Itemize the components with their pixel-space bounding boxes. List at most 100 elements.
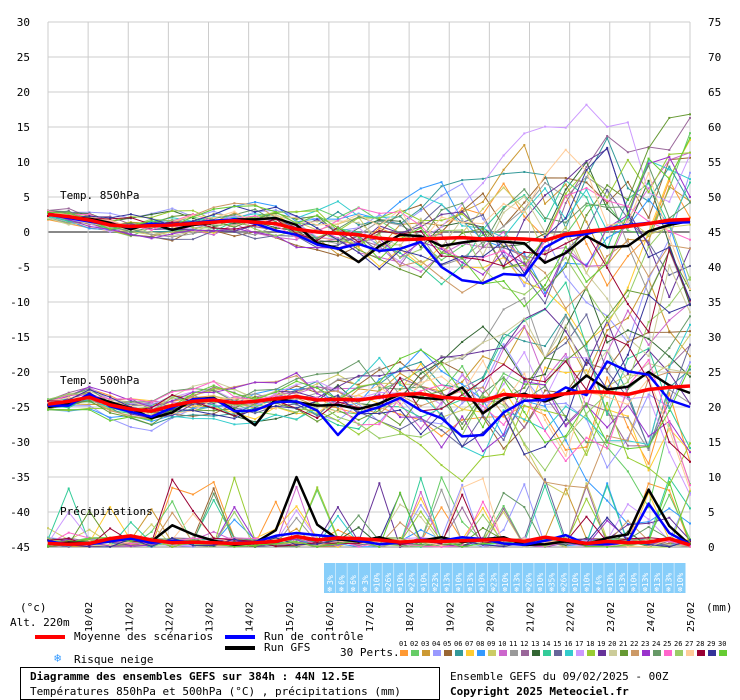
perturbation-point (647, 443, 650, 446)
perturbation-point (523, 201, 526, 204)
perturbation-swatch (565, 650, 573, 656)
perturbation-point (233, 235, 236, 238)
perturbation-point (357, 235, 360, 238)
perturbation-point (626, 381, 629, 384)
perturbation-point (129, 399, 132, 402)
perturbation-point (626, 255, 629, 258)
perturbation-point (668, 296, 671, 299)
perturbation-point (502, 447, 505, 450)
perturbation-point (440, 233, 443, 236)
perturbation-point (336, 222, 339, 225)
perturbation-point (647, 435, 650, 438)
perturbation-swatch (587, 650, 595, 656)
perturbation-point (606, 207, 609, 210)
perturbation-point (606, 255, 609, 258)
perturbation-point (233, 417, 236, 420)
perturbation-point (378, 218, 381, 221)
perturbation-point (440, 356, 443, 359)
footer-copyright: Copyright 2025 Meteociel.fr (450, 685, 629, 698)
perturbation-point (378, 246, 381, 249)
snow-risk-cell (347, 563, 359, 593)
perturbation-point (67, 212, 70, 215)
perturbation-point (502, 433, 505, 436)
perturbation-point (316, 239, 319, 242)
perturbation-point (171, 209, 174, 212)
section-label-t500: Temp. 500hPa (60, 374, 139, 387)
left-unit-label: (°c) (20, 601, 47, 614)
perturbation-21-line (47, 250, 691, 430)
perturbation-point (316, 207, 319, 210)
perturbation-point (336, 395, 339, 398)
perturbation-point (378, 227, 381, 230)
perturbation-2-line (47, 356, 691, 509)
perturbation-point (357, 393, 360, 396)
perturbation-point (544, 176, 547, 179)
perturbation-point (399, 383, 402, 386)
perturbation-point (564, 315, 567, 318)
perturbation-point (212, 384, 215, 387)
perturbation-point (129, 426, 132, 429)
perturbation-point (336, 236, 339, 239)
perturbation-point (668, 483, 671, 486)
perturbation-point (440, 251, 443, 254)
snow-risk-cell (615, 563, 628, 593)
perturbation-point (150, 530, 153, 533)
perturbation-point (668, 330, 671, 333)
perturbation-point (647, 362, 650, 365)
perturbation-point (544, 409, 547, 412)
perturbation-point (626, 317, 629, 320)
perturbation-point (668, 428, 671, 431)
perturbation-point (461, 393, 464, 396)
perturbation-point (274, 500, 277, 503)
perturbation-point (378, 223, 381, 226)
perturbation-point (254, 392, 257, 395)
perturbation-point (191, 217, 194, 220)
perturbation-point (481, 526, 484, 529)
perturbation-point (689, 223, 691, 226)
perturbation-point (668, 319, 671, 322)
perturbation-point (440, 403, 443, 406)
perturbation-point (461, 202, 464, 205)
perturbation-point (419, 503, 422, 506)
perturbation-point (191, 392, 194, 395)
perturbation-point (544, 545, 547, 548)
perturbation-point (254, 421, 257, 424)
perturbation-point (212, 492, 215, 495)
perturbation-point (336, 406, 339, 409)
snow-risk-cell (324, 563, 336, 593)
perturbation-point (171, 500, 174, 503)
perturbation-point (564, 307, 567, 310)
perturbation-point (357, 433, 360, 436)
perturbation-point (316, 246, 319, 249)
perturbation-point (626, 220, 629, 223)
perturbation-point (564, 126, 567, 129)
perturbation-point (523, 545, 526, 548)
perturbation-point (668, 481, 671, 484)
perturbation-point (212, 544, 215, 547)
perturbation-16-line (47, 159, 691, 239)
perturbation-point (67, 393, 70, 396)
perturbation-point (295, 236, 298, 239)
perturbation-point (544, 373, 547, 376)
perturbation-point (254, 227, 257, 230)
snowflake-icon: ❄ (456, 585, 461, 594)
perturbation-9-line (47, 186, 691, 275)
perturbation-point (461, 221, 464, 224)
main-runs (47, 212, 691, 547)
perturbation-point (461, 231, 464, 234)
perturbation-point (481, 279, 484, 282)
perturbation-point (564, 352, 567, 355)
perturbation-point (357, 221, 360, 224)
perturbation-point (399, 380, 402, 383)
perturbation-point (357, 427, 360, 430)
perturbation-point (419, 361, 422, 364)
perturbation-point (564, 336, 567, 339)
perturbation-point (564, 324, 567, 327)
perturbation-point (689, 315, 691, 318)
left-tick-label: -40 (10, 506, 30, 519)
perturbation-point (585, 479, 588, 482)
perturbation-point (523, 383, 526, 386)
perturbation-number: 06 (454, 640, 463, 648)
perturbation-number: 11 (509, 640, 518, 648)
perturbation-point (502, 402, 505, 405)
